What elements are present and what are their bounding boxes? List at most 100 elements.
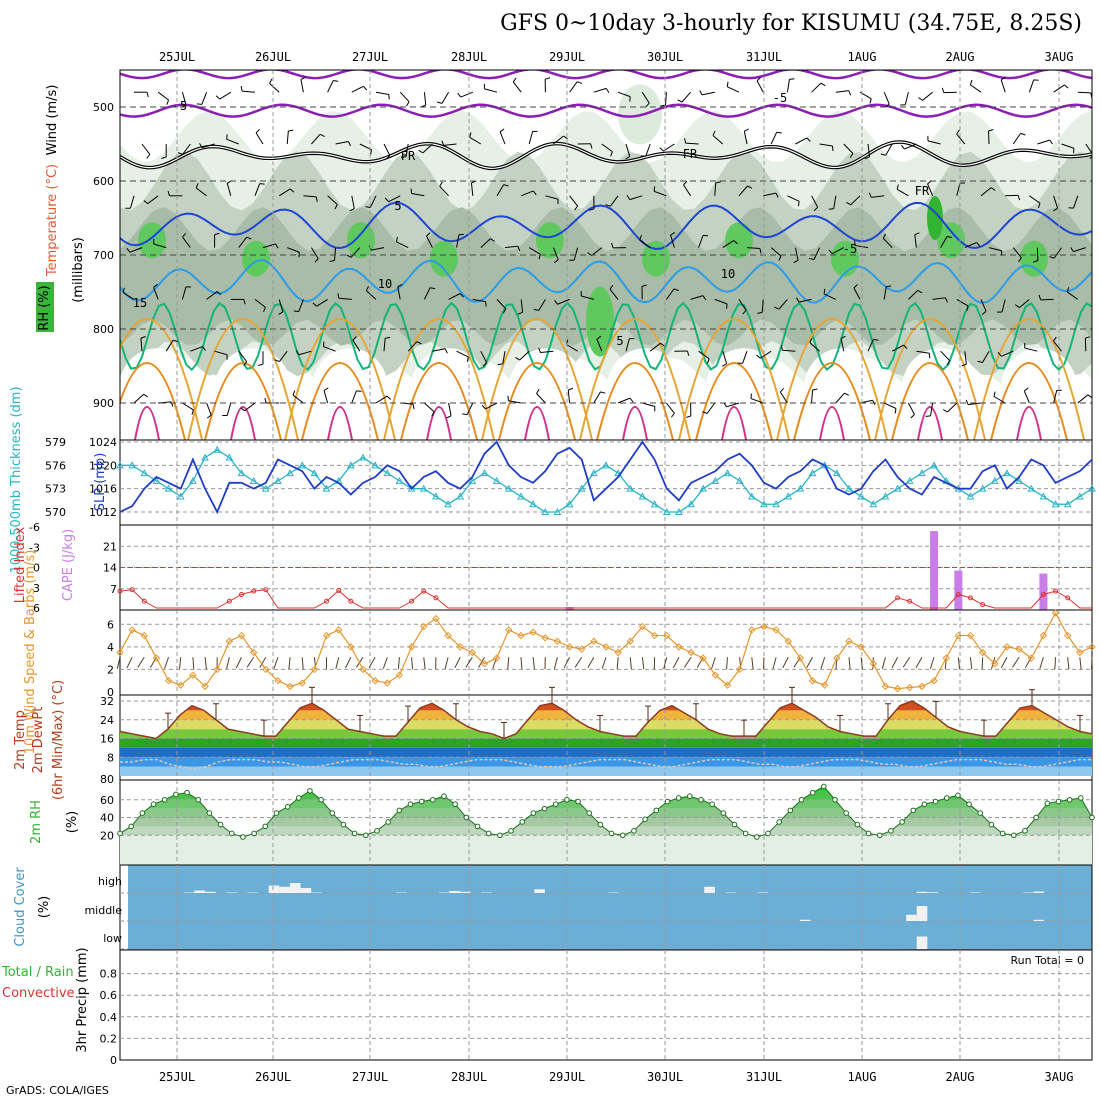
wind-barb (617, 91, 631, 98)
wind-barb (1067, 657, 1070, 670)
thickness-point (140, 469, 149, 477)
wind-barb-flag (673, 288, 679, 292)
wind-barb (273, 657, 279, 669)
wind-barb (520, 299, 524, 313)
temp-color-band (120, 747, 1092, 758)
wind-barb (298, 299, 304, 312)
wind-barb (853, 287, 861, 300)
wind-barb-flag (809, 258, 815, 260)
rh-point (441, 793, 447, 800)
wind-barb (235, 657, 242, 669)
wind-barb-flag (976, 242, 981, 247)
isotherm-line (120, 259, 1092, 304)
wind-barb-flag (969, 79, 973, 85)
wind-speed-point (942, 654, 950, 662)
cloud-bar (289, 883, 301, 893)
wind-barb-flag (216, 291, 222, 296)
wind-barb (206, 402, 212, 416)
thickness-point (966, 492, 975, 500)
thickness-axis-label: 1000-500mb Thickness (dm) (9, 386, 24, 573)
cloud-bar (268, 885, 280, 893)
li-point (433, 595, 439, 601)
wind-barb (465, 656, 473, 668)
wind-barb (338, 297, 352, 300)
rh-point (217, 821, 224, 828)
wind-barb (798, 298, 812, 303)
wind-barb (1061, 143, 1075, 149)
thickness-point (602, 461, 610, 469)
wind-barb (714, 298, 728, 305)
date-label: 2AUG (946, 1070, 975, 1084)
wind-barb (593, 391, 601, 404)
date-label: 27JUL (352, 50, 388, 64)
wind-barb-flag (536, 388, 540, 394)
wind-barb-flag (990, 187, 996, 191)
surface-isotherm (973, 318, 1085, 440)
wind-barb (278, 350, 288, 362)
wind-barb (507, 657, 510, 670)
rh-moist-patch (347, 222, 375, 259)
wind-barb (591, 247, 603, 256)
wind-speed-point (140, 631, 149, 640)
rh-color-band (120, 826, 1092, 836)
wind-barb-flag (942, 409, 948, 413)
wind-speed-point (820, 681, 829, 689)
thickness-point (164, 484, 173, 492)
surface-isotherm (579, 318, 691, 440)
wind-speed-point (1051, 609, 1060, 617)
wind-barb-flag (143, 393, 149, 398)
thickness-point (638, 492, 647, 500)
wind-barb (536, 393, 546, 404)
total-rain-label: Total / Rain (1, 965, 74, 980)
wind-barb (683, 184, 692, 197)
wind-barb (883, 402, 897, 409)
wind-barb (1066, 291, 1079, 300)
wind-barb (712, 135, 724, 145)
wind-speed-point (930, 677, 938, 685)
wind-barb (813, 247, 821, 260)
wind-barb (970, 84, 982, 93)
li-point (336, 587, 342, 593)
wind-barb-flag (685, 415, 691, 418)
wind-barb-flag (742, 309, 747, 315)
rh-point (307, 788, 313, 794)
wind-barb (181, 92, 187, 105)
wind-barb-flag (775, 192, 779, 198)
wind-barb (927, 140, 941, 145)
wind-barb (1029, 195, 1041, 204)
wind-barb (779, 391, 788, 404)
rh-point (206, 810, 213, 816)
precip-axis-label: 3hr Precip (mm) (75, 947, 90, 1052)
date-label: 1AUG (848, 1070, 877, 1084)
wind-barb-flag (517, 246, 521, 252)
rh-point (809, 789, 816, 796)
wind-barb (439, 185, 449, 197)
rh-point (117, 830, 123, 837)
cloud-bar (449, 891, 460, 893)
wind-speed-point (881, 682, 890, 691)
thickness-point (128, 461, 136, 469)
rh-point (977, 810, 984, 816)
wind-barb (528, 247, 541, 255)
wind-barb (690, 295, 704, 300)
wind-speed-point (906, 683, 914, 692)
wind-barb-flag (946, 235, 953, 239)
precip-tick: 0.2 (100, 1032, 118, 1045)
thickness-point (930, 461, 938, 469)
wind-barb-flag (349, 208, 355, 212)
wind-barb-flag (831, 145, 834, 152)
wind-barb-flag (122, 287, 125, 293)
wind-barb (411, 657, 414, 670)
wind-barb (567, 390, 571, 404)
thickness-point (468, 476, 477, 484)
wind-barb-flag (167, 190, 170, 196)
wind-barb (195, 187, 207, 197)
surface-isotherm (776, 318, 888, 440)
wind-barb-flag (385, 336, 391, 339)
wind-barb (388, 195, 401, 203)
wind-barb-flag (882, 233, 887, 239)
wind-barb (254, 299, 266, 308)
wind-barb-flag (756, 354, 761, 359)
thickness-point (723, 469, 732, 477)
wind-barb (750, 398, 764, 404)
